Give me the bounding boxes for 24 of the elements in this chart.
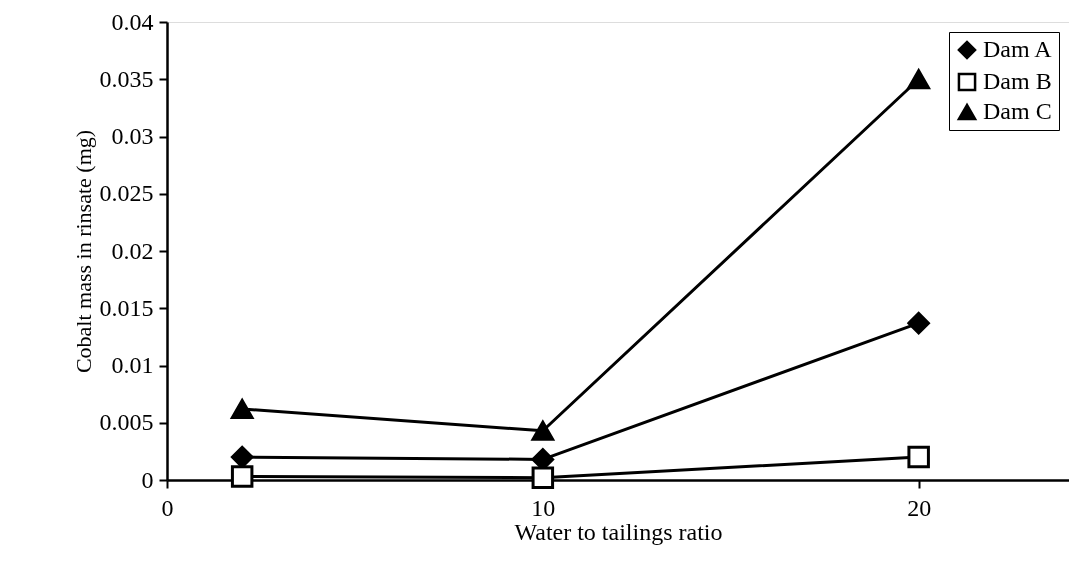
- y-tick-label: 0.04: [111, 8, 154, 35]
- y-tick-label: 0.025: [99, 180, 154, 207]
- y-tick-label: 0.035: [99, 65, 154, 92]
- x-tick-label: 20: [907, 494, 932, 521]
- x-axis-title: Water to tailings ratio: [514, 518, 723, 545]
- point: [531, 466, 555, 489]
- point: [230, 399, 254, 419]
- point: [907, 445, 930, 469]
- point: [907, 311, 930, 335]
- y-tick-label: 0.03: [111, 123, 154, 149]
- y-tick-label: 0.015: [99, 294, 154, 321]
- point: [230, 465, 254, 488]
- y-tick-label: 0.005: [99, 409, 154, 436]
- legend-label: Dam B: [983, 68, 1052, 94]
- y-tick-label: 0.01: [111, 352, 154, 378]
- point: [907, 69, 930, 90]
- y-tick-label: 0.02: [111, 237, 154, 264]
- point: [531, 420, 555, 441]
- x-tick-label: 10: [531, 494, 556, 521]
- y-axis-title: Cobalt mass in rinsate (mg): [70, 129, 96, 374]
- y-tick-label: 0: [141, 466, 154, 493]
- legend-label: Dam A: [983, 36, 1053, 62]
- x-tick-label: 0: [161, 494, 174, 521]
- legend-label: Dam C: [983, 98, 1052, 124]
